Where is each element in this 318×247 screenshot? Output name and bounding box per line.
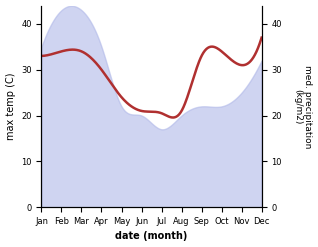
X-axis label: date (month): date (month) (115, 231, 188, 242)
Y-axis label: max temp (C): max temp (C) (5, 73, 16, 140)
Y-axis label: med. precipitation
(kg/m2): med. precipitation (kg/m2) (293, 65, 313, 148)
